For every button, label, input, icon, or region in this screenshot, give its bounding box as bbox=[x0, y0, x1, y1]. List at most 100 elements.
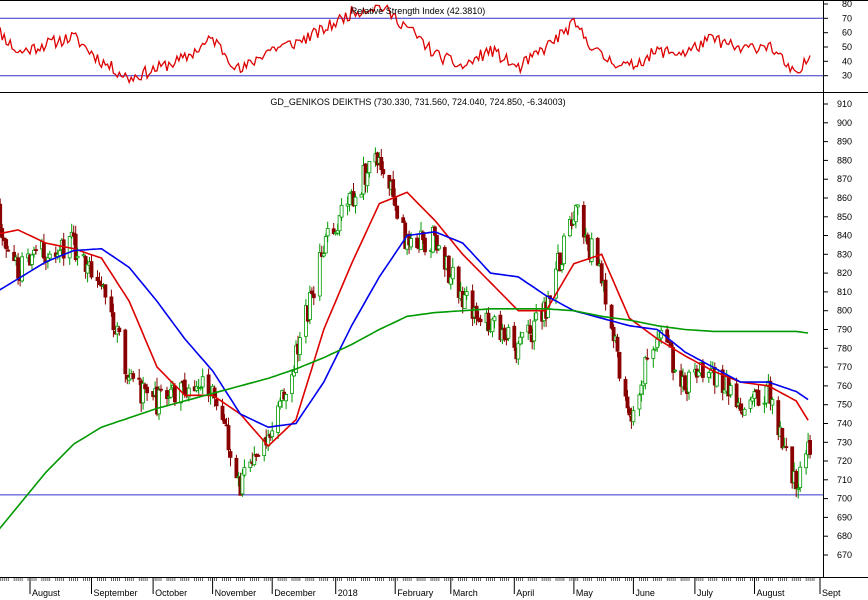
candle-body bbox=[234, 457, 239, 479]
candle-body bbox=[347, 192, 352, 205]
candle-body bbox=[589, 238, 594, 262]
candle-body bbox=[532, 320, 537, 342]
candle-body bbox=[256, 454, 261, 457]
rsi-y-tick-label: 40 bbox=[842, 56, 852, 66]
candle-body bbox=[297, 337, 302, 356]
candle-body bbox=[321, 253, 326, 257]
candle-body bbox=[423, 237, 427, 253]
candle-body bbox=[623, 378, 628, 397]
moving-average-line-2 bbox=[0, 230, 809, 429]
candle-body bbox=[512, 325, 517, 348]
price-y-tick-label: 830 bbox=[837, 249, 852, 259]
moving-average-line-3 bbox=[0, 308, 809, 530]
candle-body bbox=[367, 160, 372, 174]
candle-body bbox=[222, 418, 227, 424]
candle-body bbox=[462, 294, 467, 309]
candle-body bbox=[683, 375, 687, 390]
candle-body bbox=[339, 204, 344, 218]
candle-body bbox=[240, 473, 245, 495]
x-tick-label: March bbox=[453, 588, 478, 598]
candle-body bbox=[401, 217, 406, 223]
candle-body bbox=[434, 234, 439, 251]
price-title: GD_GENIKOS DEIKTHS (730.330, 731.560, 72… bbox=[270, 97, 565, 107]
candle-body bbox=[687, 371, 691, 393]
candle-body bbox=[42, 242, 46, 259]
candle-body bbox=[585, 234, 590, 245]
rsi-y-tick-label: 80 bbox=[842, 0, 852, 9]
candle-body bbox=[518, 336, 523, 345]
candle-body bbox=[292, 370, 296, 377]
candle-body bbox=[0, 203, 3, 230]
x-axis: August September October November December 20… bbox=[0, 578, 841, 598]
x-tick-label: September bbox=[94, 588, 138, 598]
x-tick-label: April bbox=[516, 588, 534, 598]
candle-body bbox=[645, 357, 650, 360]
moving-average-line-1 bbox=[0, 191, 809, 448]
candle-body bbox=[780, 427, 785, 449]
candle-body bbox=[701, 362, 705, 378]
candle-body bbox=[168, 388, 173, 398]
candle-body bbox=[804, 453, 808, 469]
x-tick-label: 2018 bbox=[338, 588, 358, 598]
candle-body bbox=[290, 374, 294, 394]
candle-body bbox=[270, 430, 275, 437]
price-y-tick-label: 720 bbox=[837, 456, 852, 466]
price-y-tick-label: 710 bbox=[837, 475, 852, 485]
candle-body bbox=[137, 377, 142, 380]
candle-body bbox=[200, 376, 205, 388]
candle-body bbox=[738, 403, 743, 411]
candle-body bbox=[734, 383, 739, 408]
candle-body bbox=[186, 387, 191, 398]
candle-body bbox=[770, 399, 775, 406]
candle-body bbox=[720, 369, 725, 393]
candle-body bbox=[752, 391, 757, 399]
candle-body bbox=[284, 394, 289, 402]
candle-body bbox=[430, 226, 435, 253]
candle-body bbox=[141, 382, 146, 404]
x-tick-label: October bbox=[155, 588, 187, 598]
candle-body bbox=[764, 385, 769, 404]
candle-body bbox=[554, 268, 558, 299]
candle-body bbox=[528, 325, 533, 334]
rsi-line bbox=[0, 4, 811, 85]
price-y-tick-label: 690 bbox=[837, 512, 852, 522]
candle-body bbox=[631, 410, 636, 423]
price-y-tick-label: 760 bbox=[837, 381, 852, 391]
price-y-tick-label: 670 bbox=[837, 550, 852, 560]
rsi-plot-layer bbox=[0, 4, 823, 85]
candle-body bbox=[627, 408, 632, 416]
candle-body bbox=[109, 296, 114, 313]
candle-body bbox=[581, 204, 586, 238]
candle-body bbox=[172, 385, 177, 403]
candle-body bbox=[808, 439, 812, 455]
candle-body bbox=[359, 193, 364, 198]
x-tick-label: June bbox=[635, 588, 655, 598]
price-y-tick-label: 840 bbox=[837, 231, 852, 241]
rsi-title: Relative Strength Index (42.3810) bbox=[351, 6, 486, 16]
candle-body bbox=[560, 264, 564, 271]
price-y-tick-label: 740 bbox=[837, 419, 852, 429]
candle-body bbox=[415, 237, 420, 249]
rsi-y-tick-label: 50 bbox=[842, 42, 852, 52]
price-y-tick-label: 780 bbox=[837, 343, 852, 353]
candle-body bbox=[379, 156, 384, 170]
candle-body bbox=[776, 400, 781, 436]
candle-body bbox=[214, 399, 219, 407]
candle-body bbox=[609, 304, 614, 329]
candle-body bbox=[95, 276, 100, 282]
price-y-tick-label: 900 bbox=[837, 118, 852, 128]
candle-body bbox=[706, 372, 711, 378]
candle-body bbox=[131, 373, 136, 379]
candle-body bbox=[157, 389, 161, 415]
candle-body bbox=[228, 451, 233, 458]
candle-body bbox=[165, 390, 169, 400]
candle-body bbox=[4, 239, 9, 250]
price-y-axis: 670 680 690 700 710 720 730 740 750 760 770 780 790 8… bbox=[823, 99, 852, 560]
rsi-y-tick-label: 70 bbox=[842, 13, 852, 23]
price-y-tick-label: 730 bbox=[837, 437, 852, 447]
price-y-tick-label: 850 bbox=[837, 212, 852, 222]
price-y-tick-label: 880 bbox=[837, 155, 852, 165]
candle-body bbox=[558, 252, 562, 271]
candle-body bbox=[16, 257, 21, 279]
candle-body bbox=[381, 169, 386, 175]
